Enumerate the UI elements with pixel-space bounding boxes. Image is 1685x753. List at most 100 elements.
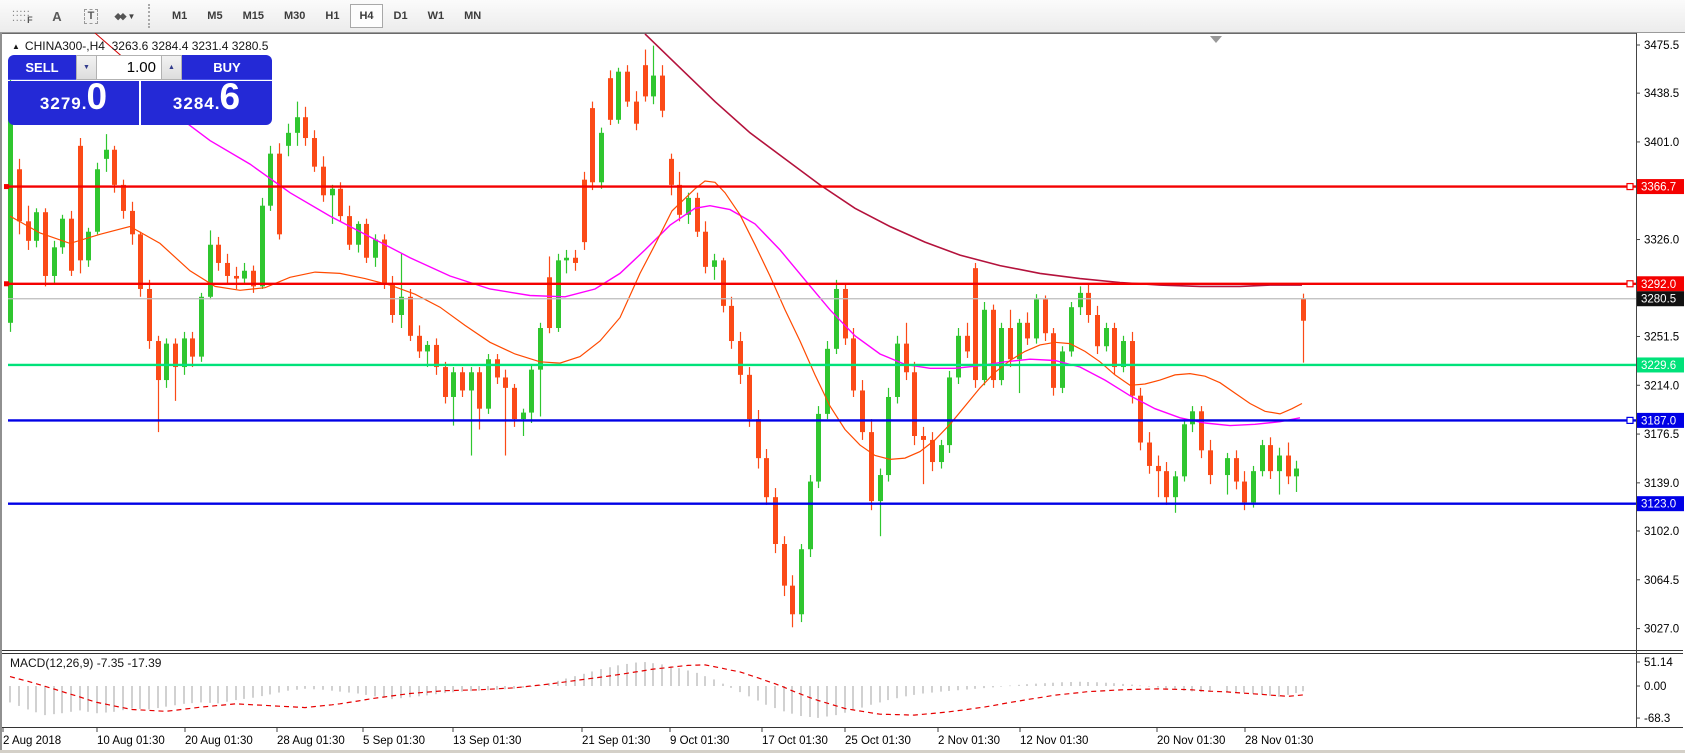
candle-body [216, 244, 221, 263]
macd-histogram-bar [931, 686, 933, 693]
macd-histogram-bar [339, 686, 341, 692]
timeframe-m15-button[interactable]: M15 [242, 10, 264, 22]
candle-body [1242, 481, 1247, 503]
candle-body [1190, 411, 1195, 425]
macd-histogram-bar [209, 686, 211, 703]
macd-histogram-bar [861, 686, 863, 708]
volume-input[interactable] [97, 55, 161, 80]
macd-histogram-bar [765, 686, 767, 705]
macd-histogram-bar [635, 662, 637, 686]
macd-histogram-bar [313, 686, 315, 690]
macd-histogram-bar [157, 686, 159, 709]
candle-body [486, 359, 491, 409]
candle-body [764, 458, 769, 498]
timeframe-m5-button[interactable]: M5 [207, 10, 223, 22]
candle-body [268, 153, 273, 206]
macd-scale-label: 0.00 [1644, 681, 1666, 693]
price-chart[interactable]: 3475.5 3438.5 3401.0 3326.0 3251.5 3214.0 3176… [0, 33, 1685, 753]
macd-histogram-bar [1157, 686, 1159, 688]
candle-body [1147, 442, 1152, 466]
macd-histogram-bar [1165, 686, 1167, 689]
candle-body [78, 145, 83, 261]
macd-histogram-bar [1026, 684, 1028, 686]
candle-body [1173, 476, 1178, 498]
timeframe-m1-button[interactable]: M1 [172, 10, 188, 22]
timeframe-mn-button[interactable]: MN [464, 10, 482, 22]
candle-body [634, 101, 639, 124]
ma-mid-line[interactable] [171, 111, 1301, 427]
macd-histogram-bar [365, 686, 367, 695]
candle-body [616, 71, 621, 120]
macd-histogram-bar [322, 686, 324, 690]
macd-histogram-bar [609, 667, 611, 686]
macd-histogram-bar [687, 670, 689, 686]
symbol-header[interactable]: ▲ CHINA300-,H4 3263.6 3284.4 3231.4 3280.… [12, 39, 268, 53]
macd-histogram-bar [200, 686, 202, 703]
macd-histogram-bar [522, 686, 524, 688]
timeframe-h4-button[interactable]: H4 [350, 4, 383, 28]
macd-histogram-bar [644, 662, 646, 686]
candle-body [443, 367, 448, 397]
macd-histogram-bar [1148, 686, 1150, 687]
macd-histogram-bar [139, 686, 141, 709]
macd-histogram-bar [557, 680, 559, 686]
timeframe-h1-button[interactable]: H1 [325, 10, 340, 22]
candle-body [495, 359, 500, 378]
chart-background [0, 33, 1685, 753]
timeframe-w1-button[interactable]: W1 [427, 10, 445, 22]
macd-histogram-bar [1235, 686, 1237, 693]
candle-body [390, 283, 395, 315]
text-label-tool-icon[interactable]: A [52, 8, 62, 24]
volume-increase-button[interactable]: ▲ [161, 55, 182, 80]
axis-price-label: 3187.0 [1641, 415, 1676, 427]
macd-histogram-bar [791, 686, 793, 714]
candle-body [686, 197, 691, 215]
macd-histogram-bar [835, 686, 837, 716]
buy-price-panel[interactable]: 3284. 6 [141, 78, 272, 125]
buy-price-main: 3284 [172, 94, 215, 113]
macd-histogram-bar [887, 686, 889, 701]
sell-button[interactable]: SELL [8, 55, 76, 80]
chart-grid-f-tool-icon[interactable]: ····· ····· ····F [12, 6, 34, 25]
macd-histogram-bar [296, 686, 298, 690]
macd-histogram-bar [444, 686, 446, 694]
macd-histogram-bar [235, 686, 237, 701]
time-tick-label: 21 Sep 01:30 [582, 735, 650, 747]
candle-body [138, 234, 143, 289]
timeframe-m30-button[interactable]: M30 [283, 10, 306, 22]
macd-histogram-bar [1105, 682, 1107, 686]
candle-body [1199, 411, 1204, 451]
macd-histogram-bar [357, 686, 359, 694]
candle-body [695, 197, 700, 232]
ma-fast-line[interactable] [9, 180, 1303, 461]
candle-body [112, 149, 117, 185]
time-tick-label: 10 Aug 01:30 [97, 735, 165, 747]
buy-button[interactable]: BUY [182, 55, 272, 80]
shapes-tool-icon[interactable]: ◆◆ ▼ [114, 10, 136, 21]
macd-scale-label: -68.3 [1644, 713, 1670, 725]
candle-body [1121, 341, 1126, 368]
macd-histogram-bar [87, 686, 89, 712]
text-frame-tool-icon[interactable]: T [76, 3, 106, 29]
sell-price-dot: . [81, 94, 87, 113]
volume-decrease-button[interactable]: ▼ [76, 55, 97, 80]
macd-histogram-bar [704, 676, 706, 686]
candle-body [608, 78, 613, 120]
collapse-triangle-icon[interactable]: ▲ [12, 42, 20, 51]
macd-histogram-bar [243, 686, 245, 699]
macd-histogram-bar [461, 686, 463, 692]
macd-histogram-bar [1000, 686, 1002, 687]
candle-body [521, 412, 526, 420]
price-tick-label: 3401.0 [1644, 137, 1679, 149]
candle-body [660, 75, 665, 111]
candle-body [1156, 465, 1161, 472]
macd-histogram-bar [652, 663, 654, 686]
timeframe-d1-button[interactable]: D1 [393, 10, 408, 22]
macd-histogram-bar [966, 686, 968, 690]
toolbar-grip[interactable] [148, 4, 154, 28]
chart-shift-marker-icon[interactable] [1210, 36, 1222, 43]
ma-slow-line[interactable] [644, 33, 1302, 288]
sell-price-panel[interactable]: 3279. 0 [8, 78, 139, 125]
sell-price-main: 3279 [39, 94, 82, 113]
candle-body [95, 169, 100, 232]
